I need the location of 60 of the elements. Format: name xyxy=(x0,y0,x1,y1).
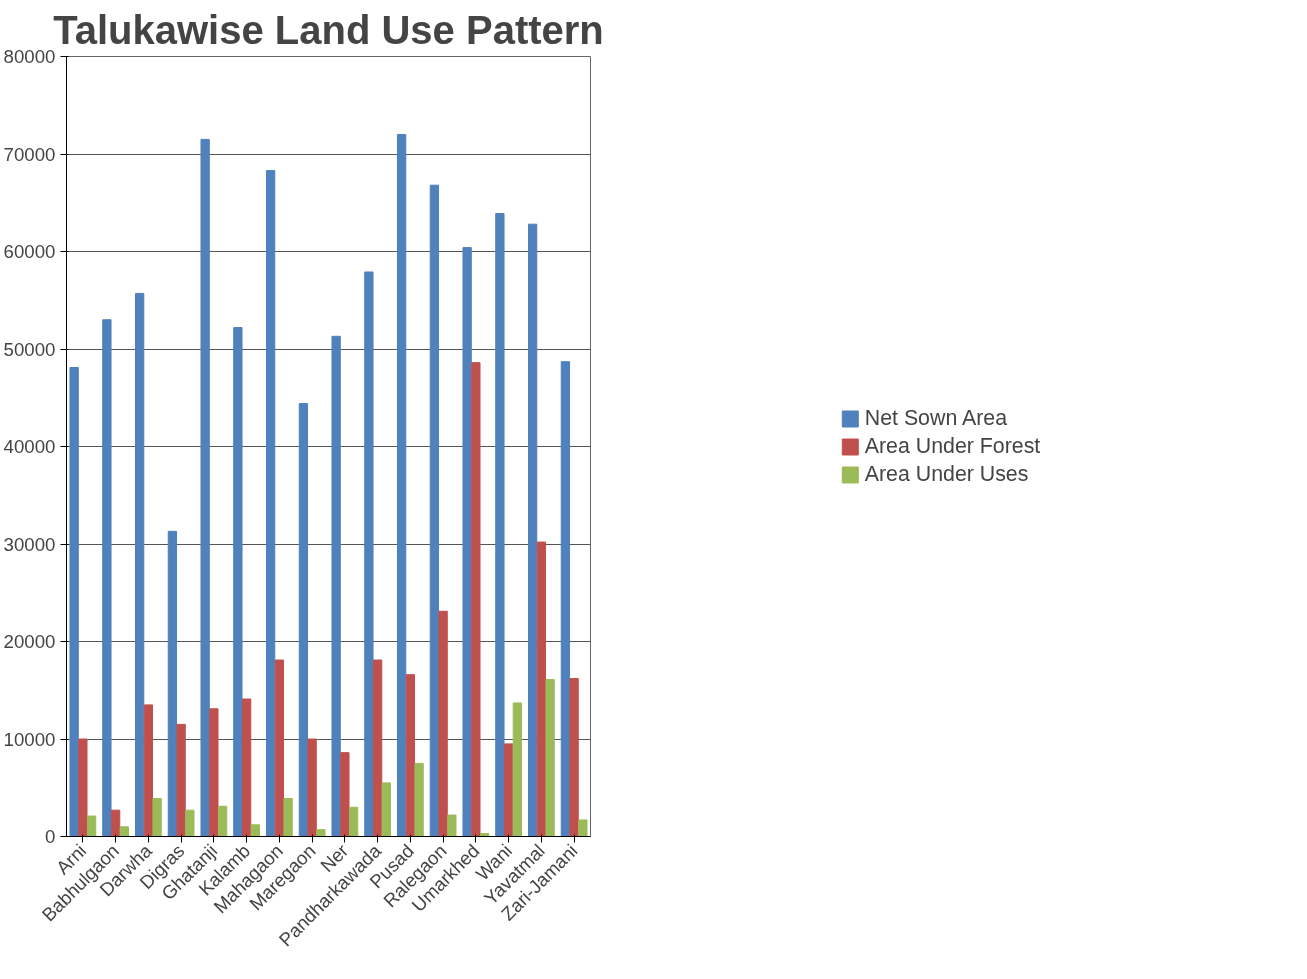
bar xyxy=(143,704,154,837)
y-tick-label: 40000 xyxy=(3,436,56,457)
bar xyxy=(527,223,538,837)
bar xyxy=(110,809,121,837)
bar xyxy=(217,805,228,837)
bar xyxy=(209,708,219,837)
bar xyxy=(372,659,383,837)
bar xyxy=(119,826,130,837)
legend-label: Area Under Forest xyxy=(864,433,1041,459)
bar xyxy=(241,698,252,837)
bar xyxy=(298,403,309,837)
y-tick-label: 10000 xyxy=(3,728,56,750)
bar xyxy=(569,678,579,837)
bar xyxy=(331,335,341,837)
y-tick-label: 50000 xyxy=(3,338,56,360)
chart-title: Talukawise Land Use Pattern xyxy=(53,7,604,52)
bar xyxy=(348,806,359,837)
bar xyxy=(429,184,440,837)
bar xyxy=(495,212,505,837)
bar xyxy=(462,247,472,837)
legend-label: Area Under Uses xyxy=(864,461,1029,487)
bar xyxy=(86,815,97,837)
y-tick-label: 70000 xyxy=(3,143,56,165)
y-tick-label: 0 xyxy=(45,826,56,847)
bar xyxy=(381,782,392,837)
bar xyxy=(78,738,88,837)
y-tick-label: 60000 xyxy=(3,241,56,262)
bar xyxy=(438,610,448,837)
bar xyxy=(307,738,317,837)
bar xyxy=(364,271,374,837)
bar xyxy=(69,367,79,837)
bar xyxy=(134,292,145,837)
y-tick-label: 80000 xyxy=(3,46,56,67)
bar xyxy=(578,819,588,837)
bar xyxy=(405,674,416,837)
bar xyxy=(316,829,326,837)
bar xyxy=(503,743,514,837)
bar xyxy=(283,797,293,837)
bar xyxy=(102,319,112,837)
bar xyxy=(233,327,243,837)
bar xyxy=(152,797,162,837)
bar xyxy=(185,809,195,837)
bar xyxy=(274,659,285,837)
bar xyxy=(447,814,457,837)
bar xyxy=(167,530,178,837)
bar xyxy=(471,362,481,837)
legend-label: Net Sown Area xyxy=(864,405,1008,431)
bar xyxy=(414,762,424,837)
bar xyxy=(176,723,186,837)
bar xyxy=(200,138,210,837)
bar xyxy=(396,134,407,837)
y-tick-label: 20000 xyxy=(3,631,56,652)
bar xyxy=(560,361,571,837)
bar xyxy=(536,541,547,837)
bar xyxy=(340,752,350,837)
y-tick-label: 30000 xyxy=(3,533,56,555)
bar xyxy=(545,679,555,837)
bar xyxy=(512,702,523,837)
bar xyxy=(250,824,261,837)
bar xyxy=(265,170,276,837)
